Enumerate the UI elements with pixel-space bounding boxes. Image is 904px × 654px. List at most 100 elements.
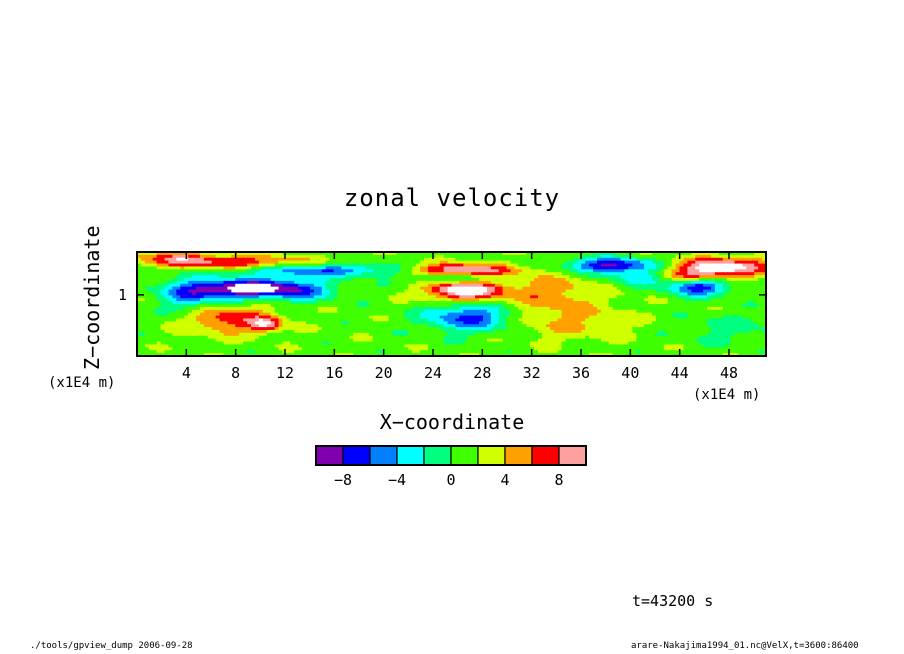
field-cell [325,295,331,299]
field-cell [282,338,287,343]
field-cell [746,338,751,343]
field-cell [306,318,311,322]
field-cell [278,263,284,268]
field-cell [294,306,299,311]
field-cell [251,263,256,268]
field-cell [471,318,476,322]
field-cell [663,335,669,340]
field-cell [341,330,346,334]
field-cell [345,321,350,325]
field-cell [577,338,582,343]
field-cell [439,338,445,343]
field-cell [632,254,637,259]
field-cell [439,292,445,296]
field-cell [695,330,700,334]
field-cell [569,327,574,331]
field-cell [278,272,284,276]
field-cell [490,254,496,259]
field-cell [302,275,307,279]
field-cell [443,338,449,343]
field-cell [659,252,665,256]
field-cell [738,278,744,282]
field-cell [467,327,472,331]
field-cell [262,283,268,288]
field-cell [388,330,394,334]
field-cell [443,335,449,340]
field-cell [565,335,571,340]
field-cell [227,318,232,322]
field-cell [396,321,401,325]
field-cell [561,292,567,296]
field-cell [388,260,394,265]
field-cell [762,278,767,282]
field-cell [439,312,445,317]
field-cell [172,257,177,262]
field-cell [506,272,512,276]
field-cell [435,315,441,320]
field-cell [140,260,146,265]
field-cell [180,269,185,273]
field-cell [192,330,197,334]
field-cell [416,275,421,279]
field-cell [412,286,417,291]
field-cell [565,275,571,279]
field-cell [644,278,649,282]
field-cell [412,304,417,308]
field-cell [612,272,618,276]
field-cell [302,332,307,337]
field-cell [345,289,350,294]
field-cell [726,315,732,320]
field-cell [219,315,225,320]
field-cell [298,312,303,317]
field-cell [648,298,653,302]
field-cell [640,275,645,279]
field-cell [703,304,708,308]
field-cell [648,304,653,308]
field-cell [479,312,484,317]
field-cell [137,283,142,288]
field-cell [412,283,417,288]
field-cell [368,312,374,317]
field-cell [463,327,468,331]
field-cell [608,327,614,331]
field-cell [710,312,716,317]
field-cell [172,272,177,276]
field-cell [298,295,303,299]
field-cell [365,257,370,262]
field-cell [329,338,335,343]
field-cell [537,263,543,268]
field-cell [655,315,661,320]
field-cell [730,278,736,282]
field-cell [247,295,252,299]
field-cell [195,254,201,259]
field-cell [486,257,492,262]
field-cell [211,263,217,268]
field-cell [412,289,417,294]
field-cell [695,332,700,337]
field-cell [254,292,260,296]
field-cell [404,254,409,259]
field-cell [412,298,417,302]
field-cell [207,327,213,331]
field-cell [632,286,637,291]
field-cell [675,272,681,276]
field-cell [172,324,177,328]
field-cell [675,289,681,294]
field-cell [294,289,299,294]
field-cell [537,252,543,256]
field-cell [754,321,759,325]
field-cell [156,292,162,296]
field-cell [321,286,327,291]
field-cell [695,312,700,317]
field-cell [270,321,276,325]
field-cell [479,263,484,268]
field-cell [423,306,429,311]
field-cell [152,312,158,317]
field-cell [514,298,519,302]
field-cell [317,312,323,317]
field-cell [545,301,551,305]
field-cell [604,278,610,282]
field-cell [345,301,350,305]
field-cell [156,275,162,279]
field-cell [557,275,563,279]
